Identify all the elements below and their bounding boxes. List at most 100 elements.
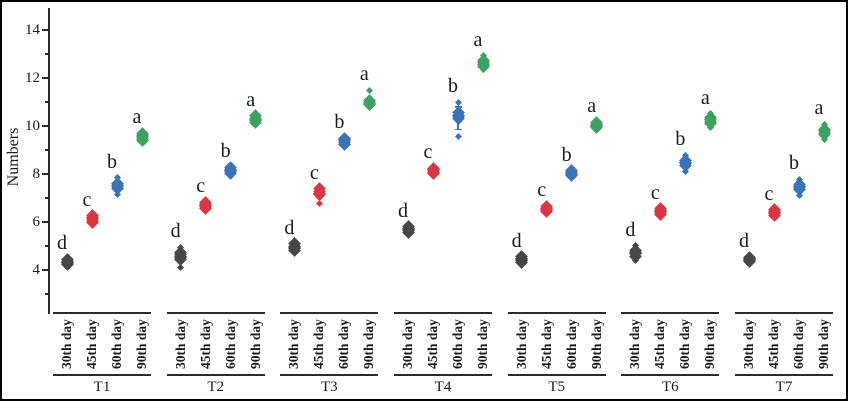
category-label: 60th day <box>563 319 579 370</box>
significance-letter: d <box>284 216 295 239</box>
group-axis-line <box>507 312 606 314</box>
y-tick-label: 4 <box>32 262 41 278</box>
significance-letter: c <box>423 141 433 163</box>
category-label: 30th day <box>400 319 415 370</box>
significance-letter: a <box>700 86 710 109</box>
y-axis-major-tick <box>42 269 49 271</box>
category-label: 30th day <box>741 319 756 370</box>
significance-letter: a <box>814 97 824 120</box>
significance-letter: c <box>537 179 547 202</box>
y-axis-major-tick <box>42 77 49 79</box>
y-tick-label: 12 <box>25 70 40 86</box>
group-axis-line <box>280 374 379 376</box>
significance-letter: c <box>196 175 206 198</box>
y-axis-major-tick <box>42 173 49 175</box>
significance-letter: b <box>675 128 686 151</box>
category-label: 30th day <box>513 319 529 370</box>
group-axis-line <box>621 374 720 376</box>
group-axis-line <box>280 312 379 314</box>
significance-letter: b <box>561 143 572 166</box>
category-label: 45th day <box>538 319 554 370</box>
group-axis-line <box>53 312 151 314</box>
category-label: 30th day <box>59 319 74 370</box>
category-label: 45th day <box>197 319 213 370</box>
category-label: 60th day <box>109 319 124 370</box>
significance-letter: a <box>132 106 142 129</box>
y-axis-minor-tick <box>45 149 49 151</box>
group-label: T4 <box>434 379 452 395</box>
y-tick-label: 6 <box>32 214 41 230</box>
group-axis-line <box>394 312 492 314</box>
data-point <box>454 98 462 106</box>
data-point <box>454 133 462 141</box>
group-label: T3 <box>320 379 338 395</box>
category-label: 60th day <box>450 319 465 370</box>
significance-letter: a <box>587 95 597 118</box>
group-axis-line <box>394 374 492 376</box>
y-axis-minor-tick <box>45 53 49 55</box>
significance-letter: d <box>398 199 408 222</box>
y-axis-line <box>48 8 50 314</box>
group-label: T2 <box>207 379 224 395</box>
category-label: 90th day <box>702 319 718 370</box>
y-axis-minor-tick <box>45 293 49 295</box>
significance-letter: b <box>107 150 117 173</box>
significance-letter: a <box>246 88 256 111</box>
category-label: 60th day <box>336 319 352 370</box>
category-label: 60th day <box>677 319 693 370</box>
category-label: 45th day <box>652 319 668 370</box>
y-tick-label: 10 <box>25 118 40 134</box>
category-label: 45th day <box>766 319 781 370</box>
y-axis-minor-tick <box>45 101 49 103</box>
significance-letter: d <box>511 229 522 252</box>
group-axis-line <box>166 312 265 314</box>
category-label: 90th day <box>816 319 831 370</box>
group-label: T1 <box>93 379 111 395</box>
significance-letter: d <box>625 218 636 241</box>
category-label: 45th day <box>425 319 440 370</box>
group-label: T5 <box>548 379 565 395</box>
y-axis-major-tick <box>42 125 49 127</box>
group-axis-line <box>507 374 606 376</box>
error-bar-cap <box>454 128 462 131</box>
category-label: 90th day <box>134 319 149 370</box>
y-axis-minor-tick <box>45 197 49 199</box>
significance-letter: c <box>650 181 660 204</box>
category-label: 45th day <box>311 319 327 370</box>
group-axis-line <box>735 312 833 314</box>
significance-letter: b <box>789 152 799 175</box>
y-axis-major-tick <box>42 221 49 223</box>
significance-letter: d <box>57 232 67 255</box>
category-label: 90th day <box>247 319 263 370</box>
significance-letter: b <box>220 140 231 163</box>
group-axis-line <box>53 374 151 376</box>
category-label: 90th day <box>475 319 490 370</box>
significance-letter: c <box>764 182 774 205</box>
y-axis-major-tick <box>42 29 49 31</box>
y-tick-label: 8 <box>32 166 41 182</box>
y-axis-minor-tick <box>45 245 49 247</box>
significance-letter: c <box>309 161 319 184</box>
category-label: 60th day <box>222 319 238 370</box>
category-label: 30th day <box>286 319 302 370</box>
significance-letter: b <box>448 75 458 97</box>
significance-letter: d <box>739 230 749 253</box>
category-label: 45th day <box>84 319 99 370</box>
category-label: 60th day <box>791 319 806 370</box>
category-label: 90th day <box>361 319 377 370</box>
y-tick-label: 14 <box>25 22 40 38</box>
category-label: 90th day <box>588 319 604 370</box>
significance-letter: b <box>334 111 345 133</box>
category-label: 30th day <box>627 319 643 370</box>
significance-letter: a <box>473 28 483 51</box>
category-label: 30th day <box>172 319 188 370</box>
group-axis-line <box>166 374 265 376</box>
group-axis-line <box>735 374 833 376</box>
significance-letter: d <box>170 220 181 243</box>
group-label: T6 <box>661 379 679 395</box>
group-label: T7 <box>775 379 793 395</box>
data-point <box>365 86 373 94</box>
significance-letter: a <box>359 63 369 85</box>
significance-letter: c <box>82 188 92 211</box>
